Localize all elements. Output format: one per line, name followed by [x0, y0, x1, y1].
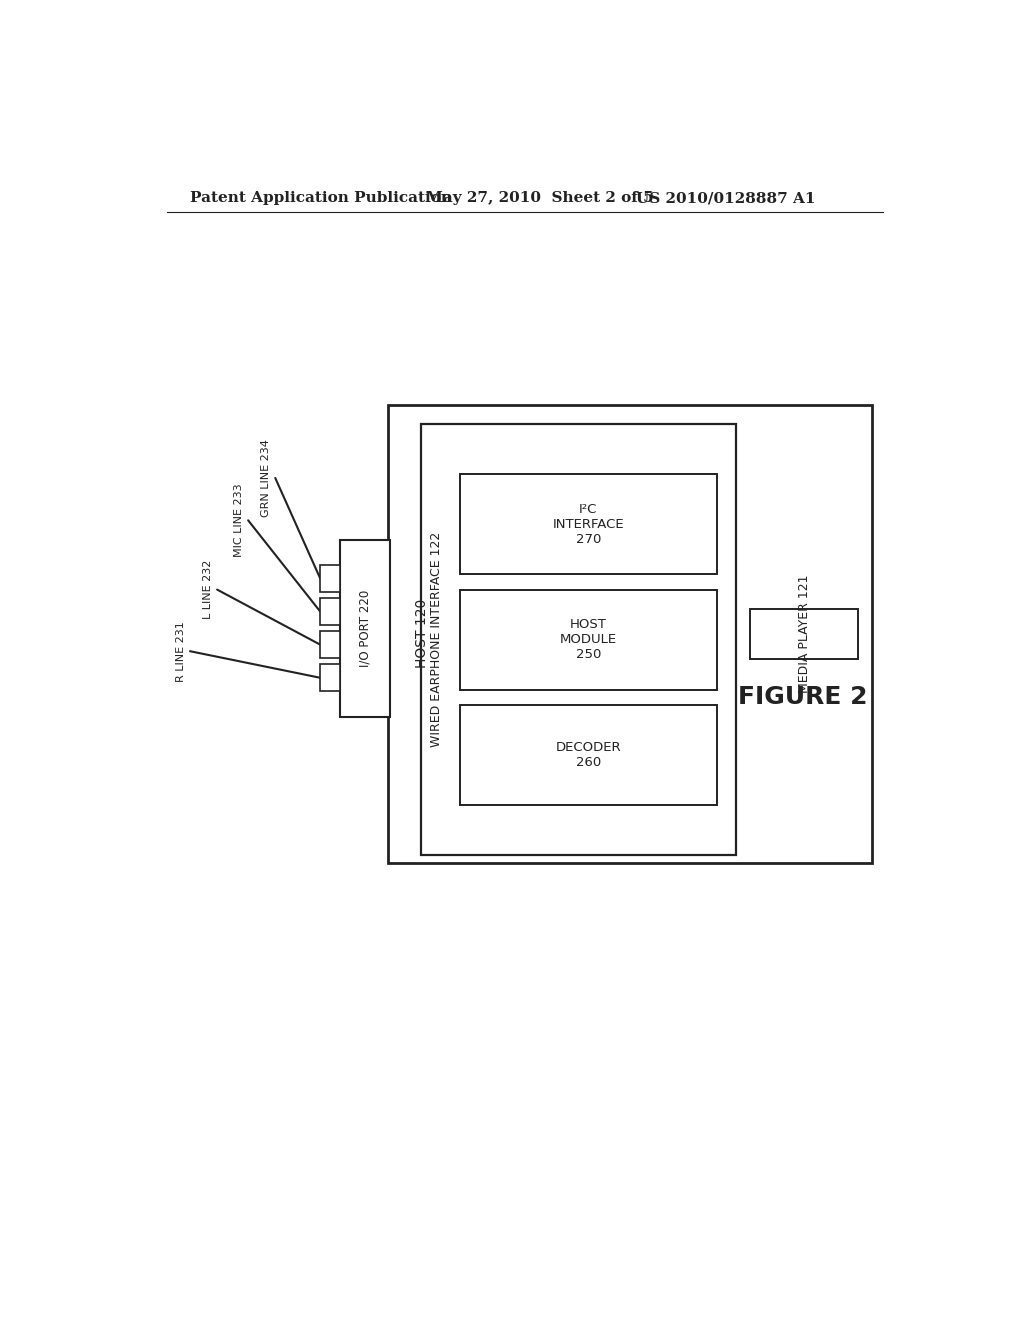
Text: DECODER
260: DECODER 260 [556, 741, 622, 770]
Text: WIRED EARPHONE INTERFACE 122: WIRED EARPHONE INTERFACE 122 [430, 532, 443, 747]
Bar [321, 631, 340, 659]
Bar [460, 705, 717, 805]
Bar [421, 424, 736, 855]
Text: R LINE 231: R LINE 231 [176, 620, 185, 681]
Text: FIGURE 2: FIGURE 2 [737, 685, 867, 709]
Bar [321, 664, 340, 692]
Bar [460, 590, 717, 689]
Text: Patent Application Publication: Patent Application Publication [190, 191, 452, 206]
Bar [340, 540, 390, 717]
Bar [388, 405, 872, 863]
Text: HOST
MODULE
250: HOST MODULE 250 [560, 618, 616, 661]
Text: MIC LINE 233: MIC LINE 233 [233, 483, 244, 557]
Text: May 27, 2010  Sheet 2 of 5: May 27, 2010 Sheet 2 of 5 [426, 191, 654, 206]
Text: I²C
INTERFACE
270: I²C INTERFACE 270 [553, 503, 625, 545]
Bar [460, 474, 717, 574]
Bar [321, 598, 340, 626]
Text: I/O PORT 220: I/O PORT 220 [358, 590, 372, 667]
Text: MEDIA PLAYER 121: MEDIA PLAYER 121 [798, 574, 811, 693]
Text: HOST 120: HOST 120 [416, 599, 429, 668]
Bar [751, 609, 858, 659]
Text: US 2010/0128887 A1: US 2010/0128887 A1 [636, 191, 815, 206]
Text: GRN LINE 234: GRN LINE 234 [261, 440, 271, 517]
Text: L LINE 232: L LINE 232 [203, 560, 213, 619]
Bar [321, 565, 340, 591]
